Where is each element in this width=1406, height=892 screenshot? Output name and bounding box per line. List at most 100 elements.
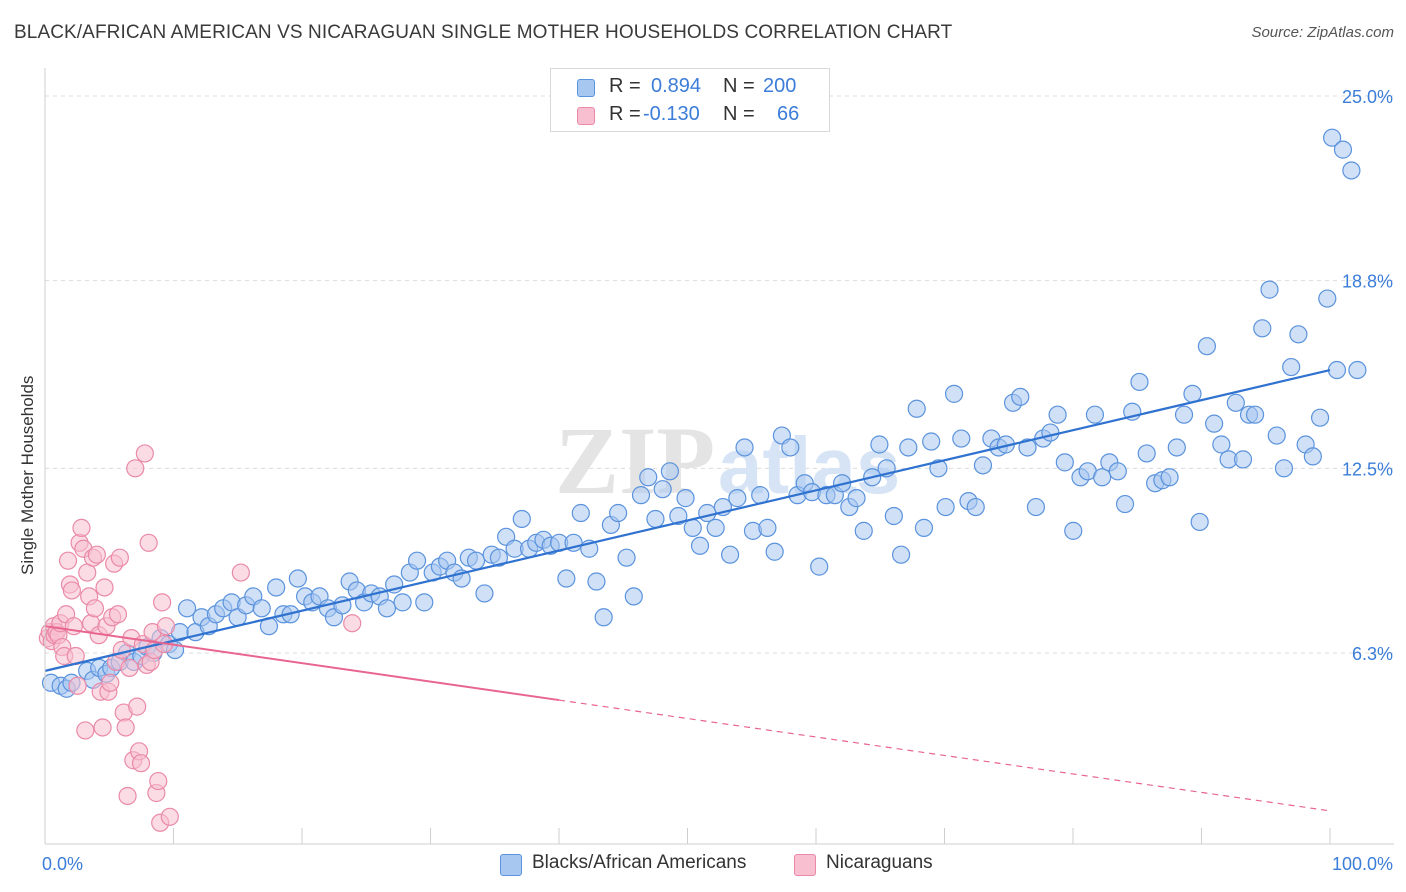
point-blacks [973, 456, 993, 475]
nicaraguans-swatch [577, 107, 595, 125]
point-blacks [936, 497, 955, 517]
point-blacks [407, 551, 427, 570]
point-blacks [1205, 414, 1224, 433]
point-blacks [631, 486, 651, 505]
point-blacks [1253, 319, 1272, 338]
point-blacks [1093, 468, 1112, 487]
point-blacks [617, 548, 636, 567]
point-nicaraguans [87, 545, 106, 564]
point-blacks [721, 545, 740, 564]
source-label: Source: ZipAtlas.com [1251, 24, 1394, 41]
point-blacks [683, 518, 702, 537]
point-blacks [1303, 447, 1322, 466]
point-nicaraguans [76, 721, 95, 740]
n-label: N = [723, 103, 755, 125]
point-blacks [891, 545, 911, 564]
point-blacks [728, 489, 747, 508]
point-blacks [1342, 161, 1361, 180]
point-blacks [854, 521, 873, 540]
n-value-nicaraguans: 66 [777, 103, 800, 125]
point-blacks [660, 462, 679, 481]
point-blacks [922, 432, 941, 451]
point-blacks [288, 569, 307, 588]
y-tick-label: 18.8% [1342, 272, 1393, 292]
r-label: R = [609, 75, 641, 97]
point-nicaraguans [116, 718, 135, 737]
point-blacks [1167, 438, 1186, 457]
point-blacks [1212, 435, 1231, 454]
point-blacks [1108, 462, 1127, 481]
point-blacks [1174, 405, 1194, 424]
axes [44, 68, 1394, 845]
point-blacks [765, 542, 784, 561]
point-nicaraguans [149, 771, 168, 791]
point-blacks [781, 438, 800, 457]
point-blacks [810, 557, 829, 576]
r-label: R = [609, 103, 641, 125]
point-blacks [1323, 128, 1342, 147]
point-nicaraguans [68, 676, 87, 695]
point-nicaraguans [62, 581, 81, 600]
point-blacks [735, 438, 754, 457]
point-nicaraguans [139, 533, 158, 552]
point-blacks [1085, 405, 1105, 424]
stats-legend-row-nicaraguans: R = -0.130 N = 66 [551, 101, 829, 129]
point-blacks [847, 489, 866, 508]
point-blacks [907, 399, 926, 418]
point-blacks [1190, 512, 1209, 532]
y-tick-label: 6.3% [1352, 644, 1393, 664]
point-blacks [393, 593, 412, 612]
point-blacks [914, 518, 934, 537]
point-nicaraguans [108, 605, 128, 624]
point-blacks [1348, 360, 1367, 380]
point-blacks [1327, 360, 1347, 380]
point-nicaraguans [160, 807, 179, 826]
point-blacks [252, 599, 271, 618]
point-blacks [1289, 325, 1308, 344]
point-blacks [1041, 423, 1060, 442]
x-tick-label: 100.0% [1332, 854, 1393, 874]
point-nicaraguans [72, 518, 91, 537]
point-blacks [639, 468, 658, 487]
trend-line-nicaraguans [44, 625, 560, 702]
point-blacks [1055, 453, 1074, 472]
point-nicaraguans [128, 697, 147, 716]
point-blacks [466, 551, 486, 570]
point-blacks [1048, 405, 1067, 424]
point-blacks [557, 569, 576, 588]
point-blacks [899, 438, 918, 457]
point-blacks [1026, 497, 1046, 517]
trend-line-nicaraguans-projection [558, 699, 1331, 812]
point-blacks [1018, 438, 1037, 457]
point-blacks [1282, 357, 1301, 377]
point-blacks [571, 503, 590, 523]
point-blacks [512, 509, 531, 529]
trend-lines [44, 368, 1331, 812]
point-nicaraguans [153, 593, 172, 612]
point-nicaraguans [156, 617, 176, 636]
point-blacks [676, 489, 695, 508]
point-blacks [609, 503, 628, 523]
point-blacks [1130, 372, 1149, 392]
point-blacks [624, 587, 643, 606]
point-blacks [669, 506, 688, 526]
point-nicaraguans [135, 444, 154, 463]
r-value-nicaraguans: -0.130 [643, 103, 700, 125]
legend-label-nicaraguans: Nicaraguans [826, 852, 933, 873]
r-value-blacks: 0.894 [651, 75, 702, 97]
point-nicaraguans [95, 578, 114, 597]
point-blacks [267, 578, 286, 597]
legend-label-blacks: Blacks/African Americans [532, 852, 747, 873]
point-blacks [1260, 280, 1279, 299]
point-nicaraguans [85, 599, 105, 618]
point-blacks [1333, 140, 1353, 159]
point-blacks [706, 518, 725, 537]
point-nicaraguans [93, 718, 112, 737]
point-nicaraguans [101, 673, 120, 692]
point-blacks [1064, 521, 1083, 540]
point-blacks [177, 599, 197, 618]
n-value-blacks: 200 [763, 75, 797, 97]
point-blacks [475, 584, 494, 603]
stats-legend-row-blacks: R = 0.894 N = 200 [551, 73, 829, 101]
